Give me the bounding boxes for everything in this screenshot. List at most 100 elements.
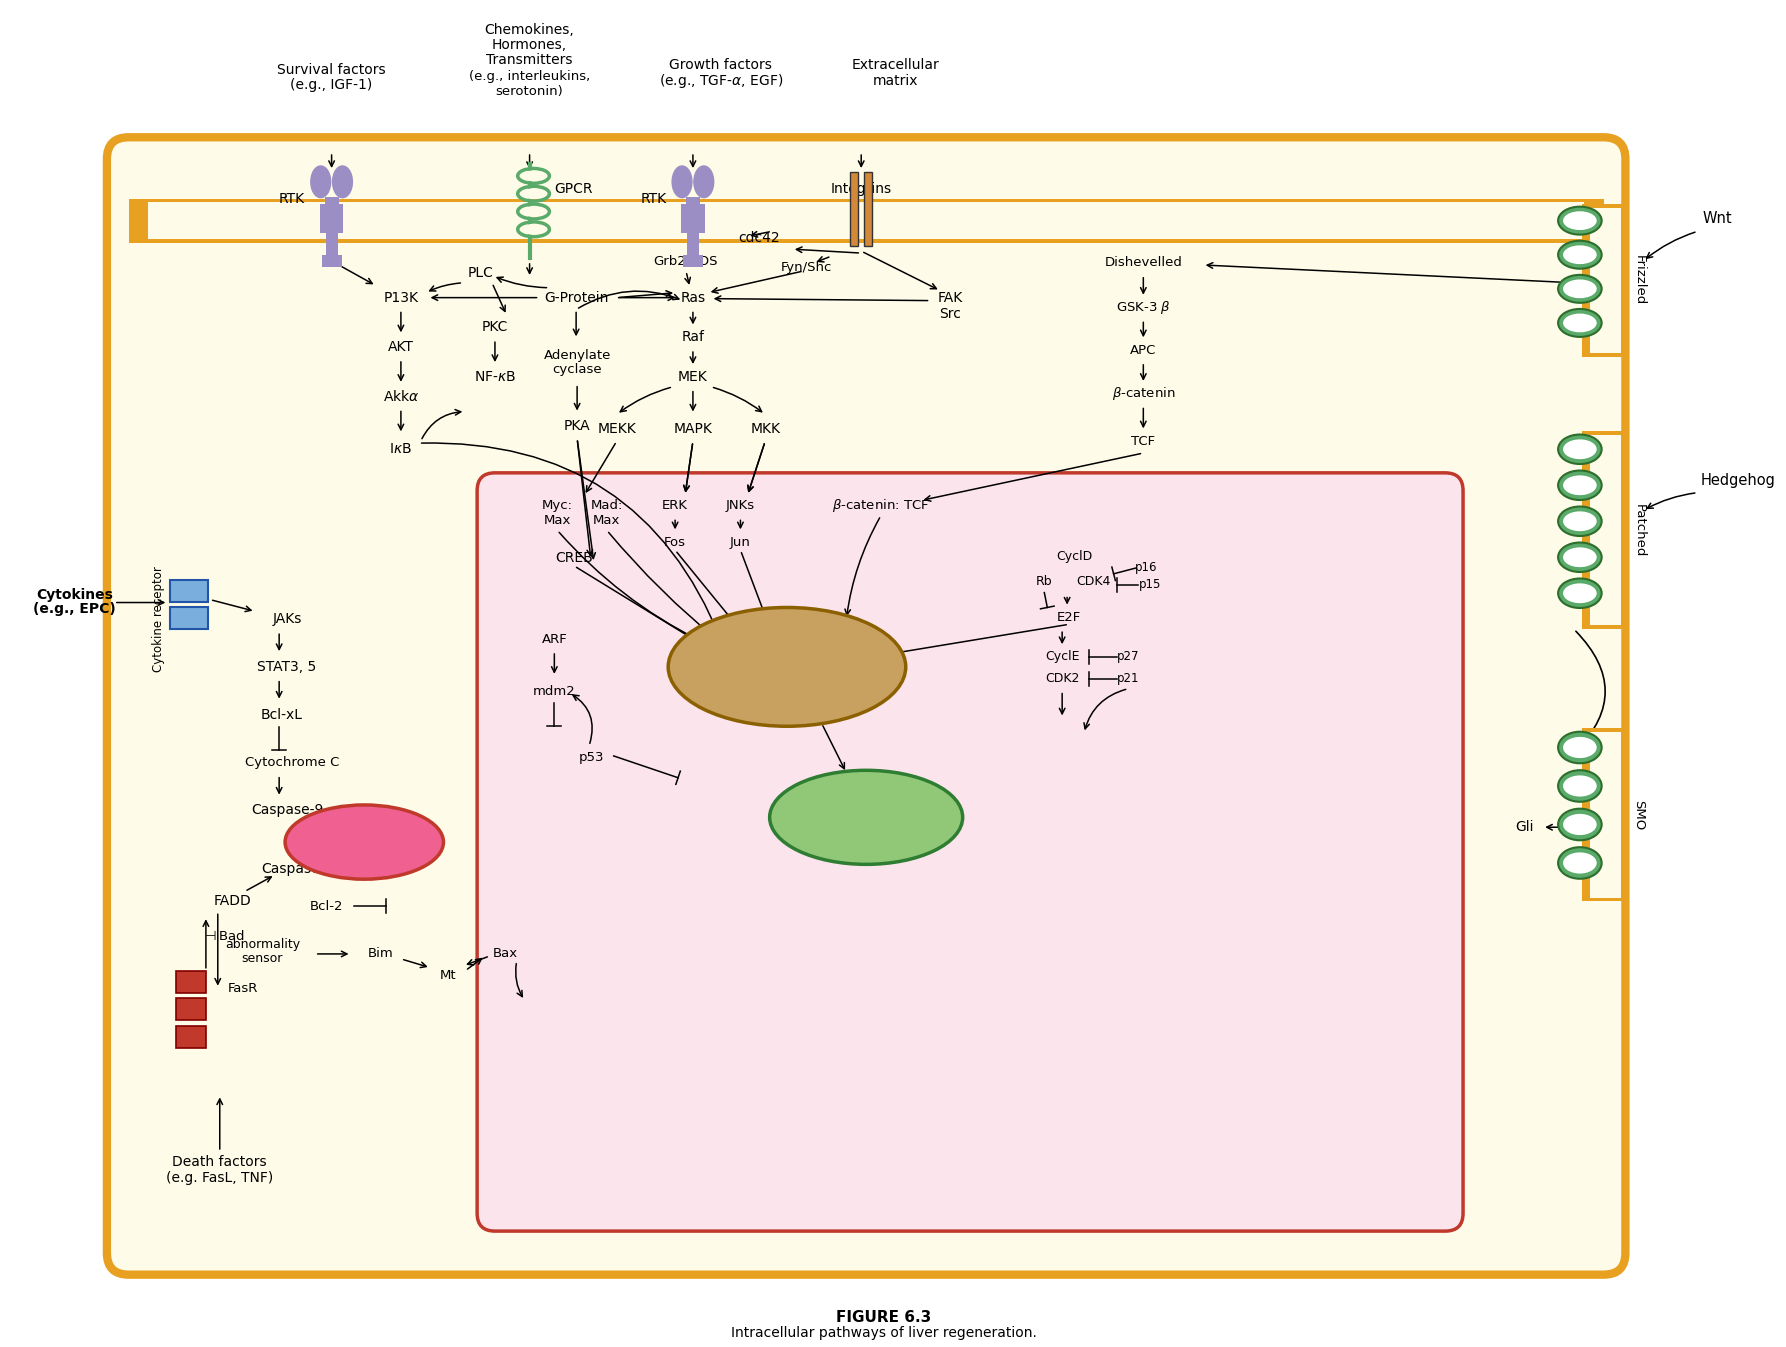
Text: Gene regulation: Gene regulation xyxy=(722,660,852,675)
Text: Jun: Jun xyxy=(730,536,750,548)
Text: Max: Max xyxy=(593,513,620,527)
Text: Cytokines: Cytokines xyxy=(36,587,113,602)
Ellipse shape xyxy=(1563,776,1597,796)
Text: abnormality: abnormality xyxy=(225,938,300,951)
Ellipse shape xyxy=(1563,279,1597,298)
Bar xyxy=(177,998,205,1020)
Ellipse shape xyxy=(1557,308,1602,337)
Ellipse shape xyxy=(1557,808,1602,841)
Ellipse shape xyxy=(1557,578,1602,607)
Ellipse shape xyxy=(1563,211,1597,230)
Text: NF-$\kappa$B: NF-$\kappa$B xyxy=(473,370,516,384)
Text: (e.g. FasL, TNF): (e.g. FasL, TNF) xyxy=(166,1171,273,1184)
Text: Bcl-2: Bcl-2 xyxy=(311,900,343,913)
Text: (e.g., EPC): (e.g., EPC) xyxy=(32,602,116,617)
Text: Max: Max xyxy=(543,513,572,527)
Ellipse shape xyxy=(520,206,548,217)
Text: mdm2: mdm2 xyxy=(532,686,575,698)
Text: GPCR: GPCR xyxy=(554,182,593,195)
Ellipse shape xyxy=(286,806,443,880)
Text: Myc:: Myc: xyxy=(541,498,573,512)
Bar xyxy=(1582,203,1629,357)
Bar xyxy=(682,255,704,267)
Text: Survival factors: Survival factors xyxy=(277,63,386,77)
Bar xyxy=(177,971,205,993)
Text: sensor: sensor xyxy=(241,952,282,966)
Ellipse shape xyxy=(520,224,548,234)
Text: AKT: AKT xyxy=(388,341,414,354)
Text: JAKs: JAKs xyxy=(273,613,302,626)
Text: Patched: Patched xyxy=(1632,504,1645,556)
Ellipse shape xyxy=(1563,737,1597,758)
Ellipse shape xyxy=(1557,543,1602,572)
Text: PLC: PLC xyxy=(468,265,493,280)
Text: CyclD: CyclD xyxy=(1056,551,1093,563)
Text: Cytokine receptor: Cytokine receptor xyxy=(152,566,164,672)
Ellipse shape xyxy=(1557,470,1602,500)
Text: p16: p16 xyxy=(1136,562,1157,574)
Bar xyxy=(148,202,1584,240)
Text: CREB: CREB xyxy=(555,551,593,564)
Text: Hormones,: Hormones, xyxy=(491,38,568,53)
Ellipse shape xyxy=(332,166,352,198)
Text: Fyn/Shc: Fyn/Shc xyxy=(780,261,832,275)
Text: Adenylate: Adenylate xyxy=(543,349,611,361)
Ellipse shape xyxy=(1563,245,1597,264)
Text: P13K: P13K xyxy=(384,291,418,304)
Text: (e.g., interleukins,: (e.g., interleukins, xyxy=(470,70,589,84)
Text: proliferation: proliferation xyxy=(820,822,913,836)
Bar xyxy=(688,232,698,259)
Text: Extracellular: Extracellular xyxy=(852,58,939,71)
Text: Intracellular pathways of liver regeneration.: Intracellular pathways of liver regenera… xyxy=(730,1325,1038,1340)
Bar xyxy=(1590,733,1622,897)
Text: Fos: Fos xyxy=(664,536,686,548)
Bar xyxy=(321,255,341,267)
Bar xyxy=(1582,729,1629,901)
Text: MKK: MKK xyxy=(750,423,780,436)
Ellipse shape xyxy=(1563,853,1597,874)
Text: SMO: SMO xyxy=(1632,800,1645,830)
Ellipse shape xyxy=(1563,547,1597,567)
Text: Gli: Gli xyxy=(1515,820,1534,834)
Bar xyxy=(129,198,1604,244)
Text: ERK: ERK xyxy=(663,498,688,512)
Text: Rb: Rb xyxy=(1036,575,1052,589)
Ellipse shape xyxy=(1563,814,1597,835)
Text: Wnt: Wnt xyxy=(1702,211,1732,226)
Bar xyxy=(320,203,343,233)
FancyBboxPatch shape xyxy=(107,137,1625,1274)
Text: p15: p15 xyxy=(1139,578,1161,591)
Ellipse shape xyxy=(1563,475,1597,496)
Ellipse shape xyxy=(668,607,906,726)
Ellipse shape xyxy=(695,166,714,198)
Text: Apoptosis: Apoptosis xyxy=(320,835,409,850)
Bar xyxy=(1582,431,1629,629)
Ellipse shape xyxy=(520,189,548,199)
Ellipse shape xyxy=(770,770,963,865)
Text: RTK: RTK xyxy=(279,191,305,206)
Text: Ras: Ras xyxy=(680,291,705,304)
Text: Bax: Bax xyxy=(493,947,518,960)
Text: matrix: matrix xyxy=(873,74,918,88)
Text: p21: p21 xyxy=(1118,672,1139,686)
Text: Caspase-9: Caspase-9 xyxy=(250,803,323,818)
Ellipse shape xyxy=(1563,314,1597,333)
Text: FIGURE 6.3: FIGURE 6.3 xyxy=(836,1309,932,1324)
Text: cdc42: cdc42 xyxy=(738,232,780,245)
Text: Caspase-8: Caspase-8 xyxy=(261,862,334,876)
Bar xyxy=(864,172,872,247)
Text: I$\kappa$B: I$\kappa$B xyxy=(389,442,413,457)
Text: CyclE: CyclE xyxy=(1045,651,1079,664)
Text: (e.g., TGF-$\alpha$, EGF): (e.g., TGF-$\alpha$, EGF) xyxy=(659,71,782,90)
Text: E2F: E2F xyxy=(1057,612,1081,624)
Text: GSK-3 $\beta$: GSK-3 $\beta$ xyxy=(1116,299,1172,317)
Text: Integrins: Integrins xyxy=(830,182,891,195)
Text: Growth factors: Growth factors xyxy=(670,58,772,71)
Ellipse shape xyxy=(1557,506,1602,536)
Text: Grb2/SOS: Grb2/SOS xyxy=(654,255,718,268)
Bar xyxy=(177,1026,205,1048)
Text: MEKK: MEKK xyxy=(597,423,636,436)
Text: (e.g., IGF-1): (e.g., IGF-1) xyxy=(291,78,373,92)
Text: Dishevelled: Dishevelled xyxy=(1104,256,1182,269)
Bar xyxy=(170,607,207,629)
